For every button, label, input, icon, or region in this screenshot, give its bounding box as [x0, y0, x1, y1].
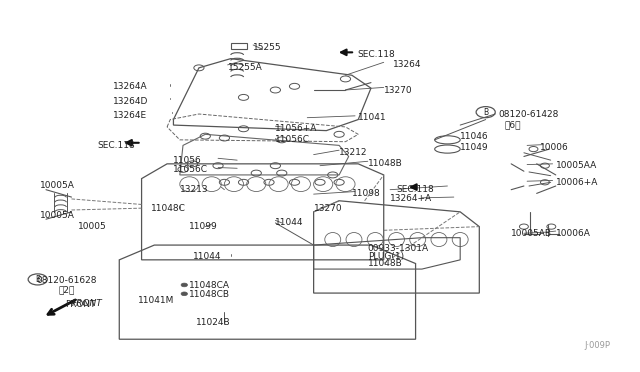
Text: 11048CA: 11048CA: [189, 281, 230, 290]
Text: （6）: （6）: [505, 121, 522, 129]
Text: 11048B: 11048B: [368, 159, 403, 169]
Text: （2）: （2）: [59, 285, 75, 294]
Text: 11044: 11044: [193, 251, 221, 261]
Text: 13213: 13213: [180, 185, 209, 194]
Text: 08120-61628: 08120-61628: [36, 276, 97, 285]
Text: 13270: 13270: [314, 203, 342, 213]
Text: 10005: 10005: [78, 222, 107, 231]
Text: FRONT: FRONT: [72, 299, 102, 308]
Text: SEC.118: SEC.118: [357, 51, 395, 60]
Text: 08120-61428: 08120-61428: [499, 109, 559, 119]
Text: 15255: 15255: [253, 43, 282, 52]
Text: 13270: 13270: [384, 86, 412, 94]
Text: FRONT: FRONT: [65, 300, 95, 309]
Text: 11041M: 11041M: [138, 296, 175, 305]
Bar: [231, 43, 246, 49]
Text: 11048C: 11048C: [151, 203, 186, 213]
Text: 11049: 11049: [460, 143, 489, 152]
Text: 10005A: 10005A: [40, 182, 74, 190]
Text: B: B: [483, 108, 488, 117]
Text: 15255A: 15255A: [228, 63, 262, 72]
Text: 11046: 11046: [460, 132, 489, 141]
Text: 11024B: 11024B: [196, 318, 230, 327]
Text: SEC.118: SEC.118: [97, 141, 135, 150]
Text: 11099: 11099: [189, 222, 218, 231]
Text: PLUG(1): PLUG(1): [368, 251, 404, 261]
Text: 11056C: 11056C: [275, 135, 310, 144]
Text: 00933-1301A: 00933-1301A: [368, 244, 429, 253]
Text: 10006+A: 10006+A: [556, 178, 598, 187]
Text: 11048B: 11048B: [368, 259, 403, 268]
Text: 13264+A: 13264+A: [390, 195, 432, 203]
Text: 13212: 13212: [339, 148, 367, 157]
Text: 11056C: 11056C: [173, 165, 209, 174]
Text: 10006A: 10006A: [556, 230, 591, 238]
Text: 13264A: 13264A: [113, 82, 148, 91]
Text: 13264: 13264: [394, 60, 422, 69]
Text: B: B: [35, 275, 40, 284]
Text: 13264E: 13264E: [113, 111, 147, 121]
Text: 11056: 11056: [173, 155, 202, 165]
Circle shape: [181, 292, 188, 296]
Text: 10006: 10006: [540, 143, 568, 152]
Text: 10005AA: 10005AA: [556, 161, 597, 170]
Text: SEC.118: SEC.118: [396, 185, 434, 194]
Circle shape: [181, 283, 188, 287]
Text: 11056+A: 11056+A: [275, 124, 318, 133]
Text: 11044: 11044: [275, 218, 304, 227]
Text: 11041: 11041: [358, 113, 387, 122]
Text: 10005AB: 10005AB: [511, 230, 552, 238]
Text: 11098: 11098: [352, 189, 381, 198]
Text: 11048CB: 11048CB: [189, 291, 230, 299]
Text: 13264D: 13264D: [113, 97, 148, 106]
Text: 10005A: 10005A: [40, 211, 74, 220]
Text: J·009P: J·009P: [584, 341, 610, 350]
